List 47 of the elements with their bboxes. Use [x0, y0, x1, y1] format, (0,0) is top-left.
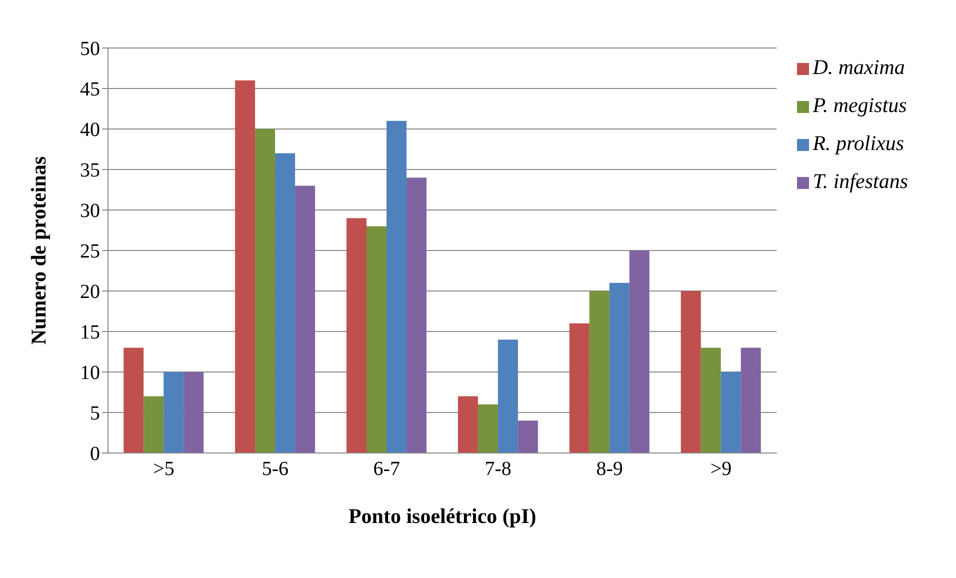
bar — [740, 348, 761, 453]
y-tick-label: 30 — [80, 200, 100, 222]
x-tick-label: 6-7 — [373, 458, 400, 480]
y-tick-label: 50 — [80, 38, 100, 60]
y-tick-label: 10 — [80, 362, 100, 384]
bar — [518, 420, 538, 453]
x-tick-label: 5-6 — [262, 458, 289, 480]
bar — [406, 178, 427, 453]
bar — [235, 80, 256, 453]
bar — [478, 404, 498, 453]
bar — [569, 323, 590, 453]
bar — [609, 282, 630, 453]
bar — [386, 120, 407, 453]
y-tick-label: 25 — [80, 240, 100, 263]
y-tick-label: 5 — [90, 402, 100, 425]
bar — [275, 153, 296, 453]
legend-label: D. maxima — [812, 55, 905, 79]
legend-label: P. megistus — [812, 93, 907, 117]
y-axis-title: Numero de proteinas — [26, 156, 50, 345]
bar — [124, 348, 144, 453]
x-tick-label: >5 — [153, 458, 174, 480]
bar — [629, 250, 650, 453]
bar — [700, 348, 721, 453]
bar — [144, 396, 164, 453]
bar — [255, 129, 276, 453]
bar — [346, 218, 367, 453]
bar — [498, 340, 518, 453]
bar — [720, 372, 741, 453]
bar — [164, 372, 184, 453]
legend-label: T. infestans — [812, 169, 908, 193]
bar — [184, 372, 204, 453]
y-tick-label: 20 — [80, 281, 100, 304]
bar — [295, 186, 316, 453]
y-tick-label: 40 — [80, 119, 100, 142]
y-tick-label: 45 — [80, 78, 100, 101]
y-tick-label: 15 — [80, 322, 100, 344]
legend-label: R. prolixus — [812, 131, 904, 155]
bar — [366, 226, 387, 453]
y-tick-label: 0 — [90, 443, 100, 466]
x-tick-label: >9 — [710, 458, 732, 480]
bar — [589, 291, 610, 453]
bar — [458, 396, 478, 453]
y-tick-label: 35 — [80, 160, 100, 182]
x-tick-label: 8-9 — [596, 458, 623, 480]
x-axis-title: Ponto isoelétrico (pI) — [348, 504, 536, 528]
x-tick-label: 7-8 — [484, 458, 512, 480]
bar — [680, 291, 701, 453]
